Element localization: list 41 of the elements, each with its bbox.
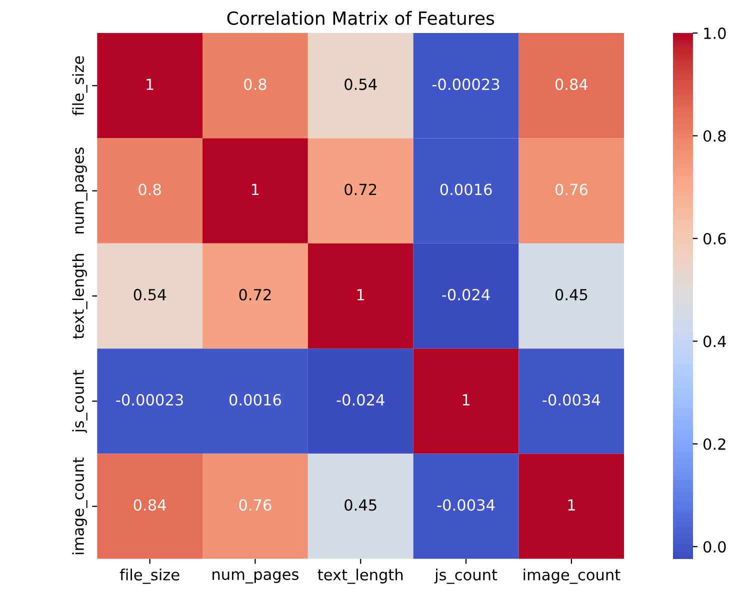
data-label: -0.0034 bbox=[542, 394, 600, 406]
data-label: 0.76 bbox=[239, 499, 272, 511]
data-label: 0.54 bbox=[344, 78, 377, 90]
data-label: -0.024 bbox=[336, 394, 384, 406]
color-bar-label: 1.0 bbox=[704, 28, 726, 40]
chart-title: Correlation Matrix of Features bbox=[227, 11, 494, 25]
x-tick-label: image_count bbox=[524, 568, 620, 584]
data-label: -0.00023 bbox=[116, 394, 183, 406]
data-label: 1 bbox=[252, 184, 259, 196]
y-tick-label: js_count bbox=[72, 370, 88, 433]
data-label: 0.72 bbox=[239, 288, 271, 300]
data-label: 0.45 bbox=[555, 288, 588, 300]
data-label: 1 bbox=[146, 78, 154, 90]
data-label: 0.54 bbox=[134, 288, 166, 300]
color-bar-label: 0.0 bbox=[704, 541, 726, 553]
x-tick-label: num_pages bbox=[212, 571, 298, 584]
color-bar-label: 0.2 bbox=[704, 438, 726, 450]
y-tick-label: text_length bbox=[72, 254, 88, 339]
data-label: 0.0016 bbox=[440, 184, 492, 196]
x-tick-label: text_length bbox=[318, 568, 403, 584]
data-label: 0.72 bbox=[344, 184, 376, 196]
color-bar-label: 0.4 bbox=[704, 336, 726, 348]
data-label: 0.8 bbox=[138, 184, 161, 196]
data-label: 0.84 bbox=[134, 499, 166, 511]
data-label: 0.8 bbox=[244, 78, 266, 90]
data-label: -0.0034 bbox=[437, 499, 495, 511]
data-label: 1 bbox=[462, 394, 470, 406]
x-tick-label: file_size bbox=[120, 568, 180, 584]
data-label: 0.0016 bbox=[229, 394, 281, 406]
data-label: 1 bbox=[568, 499, 575, 511]
data-label: -0.024 bbox=[442, 288, 490, 300]
data-label: 0.84 bbox=[555, 78, 588, 90]
y-tick-label: num_pages bbox=[75, 148, 88, 234]
data-label: 0.45 bbox=[344, 499, 376, 511]
color-bar-label: 0.8 bbox=[704, 130, 726, 142]
y-tick-label: file_size bbox=[72, 56, 88, 116]
data-label: 1 bbox=[357, 289, 364, 300]
data-label: -0.00023 bbox=[432, 78, 500, 90]
data-label: 0.76 bbox=[555, 184, 588, 196]
x-tick-label: js_count bbox=[434, 568, 498, 584]
color-bar-label: 0.6 bbox=[704, 232, 726, 244]
